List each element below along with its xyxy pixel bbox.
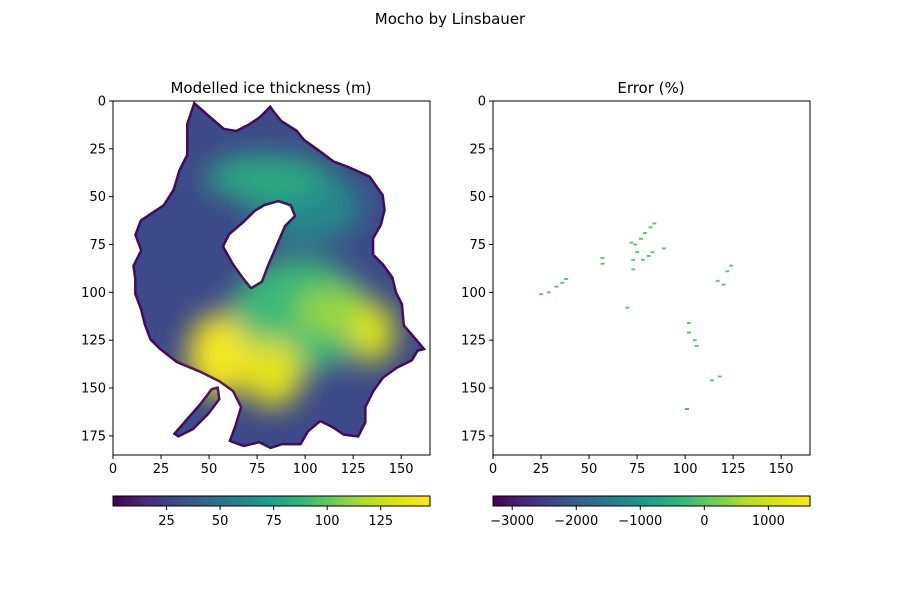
error-cell: [685, 408, 689, 411]
thickness-y-tick-label: 75: [89, 238, 106, 253]
thickness-hotspot: [241, 338, 304, 408]
error-colorbar-tick-label: −1000: [618, 514, 662, 529]
thickness-y-tick-label: 175: [81, 429, 106, 444]
error-cell: [635, 251, 640, 254]
error-cell: [633, 243, 638, 246]
error-cell: [539, 293, 543, 296]
thickness-axes-frame: [112, 100, 431, 456]
error-cell: [662, 247, 666, 250]
thickness-y-tick-label: 150: [81, 382, 106, 397]
error-colorbar-tick-label: 1000: [752, 514, 785, 529]
thickness-hotspot: [187, 313, 250, 398]
error-cell: [652, 222, 657, 225]
thickness-y-tick-label: 100: [81, 286, 106, 301]
error-cell: [546, 291, 551, 294]
thickness-colorbar-tick-label: 75: [265, 514, 282, 529]
figure-suptitle: Mocho by Linsbauer: [375, 10, 526, 28]
thickness-x-tick-label: 100: [293, 462, 318, 477]
error-cell: [631, 268, 636, 271]
error-y-tick-label: 25: [469, 142, 486, 157]
thickness-colorbar-tick-label: 125: [368, 514, 393, 529]
error-image: [539, 222, 734, 411]
thickness-y-tick-label: 50: [89, 190, 106, 205]
error-axes-frame: [492, 100, 811, 456]
thickness-y-tick-label: 25: [89, 142, 106, 157]
thickness-title: Modelled ice thickness (m): [170, 79, 371, 97]
error-cell: [648, 226, 653, 229]
error-y-axis: 0 25 50 75 100 125 150 175: [461, 95, 493, 444]
error-cell: [640, 258, 645, 261]
error-cell: [625, 306, 630, 309]
error-cell: [710, 379, 714, 382]
error-x-tick-label: 75: [629, 462, 646, 477]
error-cell: [564, 278, 568, 280]
thickness-x-tick-label: 0: [109, 462, 117, 477]
error-cell: [560, 281, 565, 284]
error-x-tick-label: 0: [489, 462, 497, 477]
thickness-x-tick-label: 50: [201, 462, 218, 477]
error-cell: [694, 344, 699, 347]
error-colorbar-tick-label: −2000: [554, 514, 598, 529]
error-cell: [692, 339, 697, 342]
error-y-tick-label: 175: [461, 429, 486, 444]
thickness-colorbar-tick-label: 100: [315, 514, 340, 529]
thickness-x-tick-label: 25: [153, 462, 170, 477]
error-x-tick-label: 150: [769, 462, 794, 477]
thickness-colorbar: 25 50 75 100 125: [112, 495, 431, 529]
thickness-y-axis: 0 25 50 75 100 125 150 175: [81, 95, 113, 444]
error-cell: [631, 258, 636, 261]
thickness-x-tick-label: 150: [389, 462, 414, 477]
thickness-hotspot: [205, 154, 329, 201]
error-cell: [600, 256, 605, 259]
thickness-colorbar-gradient: [112, 495, 431, 507]
error-cell: [715, 279, 720, 282]
thickness-colorbar-ticks: 25 50 75 100 125: [158, 506, 393, 529]
thickness-x-axis: 0 25 50 75 100 125 150: [109, 455, 414, 477]
error-colorbar-tick-label: −3000: [490, 514, 534, 529]
error-cell: [639, 237, 643, 240]
error-colorbar: −3000 −2000 −1000 0 1000: [490, 495, 811, 529]
error-cell: [650, 251, 655, 254]
error-cell: [717, 375, 722, 378]
error-cell: [687, 331, 691, 334]
error-cell: [642, 232, 647, 234]
error-y-tick-label: 150: [461, 382, 486, 397]
thickness-colorbar-tick-label: 25: [158, 514, 175, 529]
error-x-tick-label: 25: [533, 462, 550, 477]
error-y-tick-label: 125: [461, 334, 486, 349]
error-cell: [646, 255, 651, 257]
thickness-colorbar-tick-label: 50: [212, 514, 229, 529]
error-x-tick-label: 100: [673, 462, 698, 477]
error-colorbar-ticks: −3000 −2000 −1000 0 1000: [490, 506, 785, 529]
error-cell: [600, 262, 605, 265]
error-cell: [687, 322, 691, 324]
error-y-tick-label: 100: [461, 286, 486, 301]
error-colorbar-tick-label: 0: [700, 514, 708, 529]
error-cell: [725, 270, 730, 273]
error-x-tick-label: 125: [721, 462, 746, 477]
error-cell: [554, 285, 559, 288]
error-title: Error (%): [617, 79, 684, 97]
error-panel: Error (%) 0 25 50 75 100 125 150 0 25 50 75 100 125…: [461, 79, 811, 529]
thickness-x-tick-label: 125: [341, 462, 366, 477]
thickness-image: [132, 101, 427, 450]
error-y-tick-label: 0: [478, 95, 486, 110]
thickness-y-tick-label: 125: [81, 334, 106, 349]
error-cell: [629, 241, 634, 244]
error-cell: [729, 264, 734, 267]
error-y-tick-label: 50: [469, 190, 486, 205]
error-cell: [721, 283, 726, 286]
thickness-hotspot: [349, 301, 396, 364]
thickness-panel: Modelled ice thickness (m) 0 25 50 75 100 125…: [81, 79, 431, 529]
error-colorbar-gradient: [492, 495, 811, 507]
error-y-tick-label: 75: [469, 238, 486, 253]
error-x-axis: 0 25 50 75 100 125 150: [489, 455, 794, 477]
error-x-tick-label: 50: [581, 462, 598, 477]
thickness-y-tick-label: 0: [98, 95, 106, 110]
thickness-x-tick-label: 75: [249, 462, 266, 477]
